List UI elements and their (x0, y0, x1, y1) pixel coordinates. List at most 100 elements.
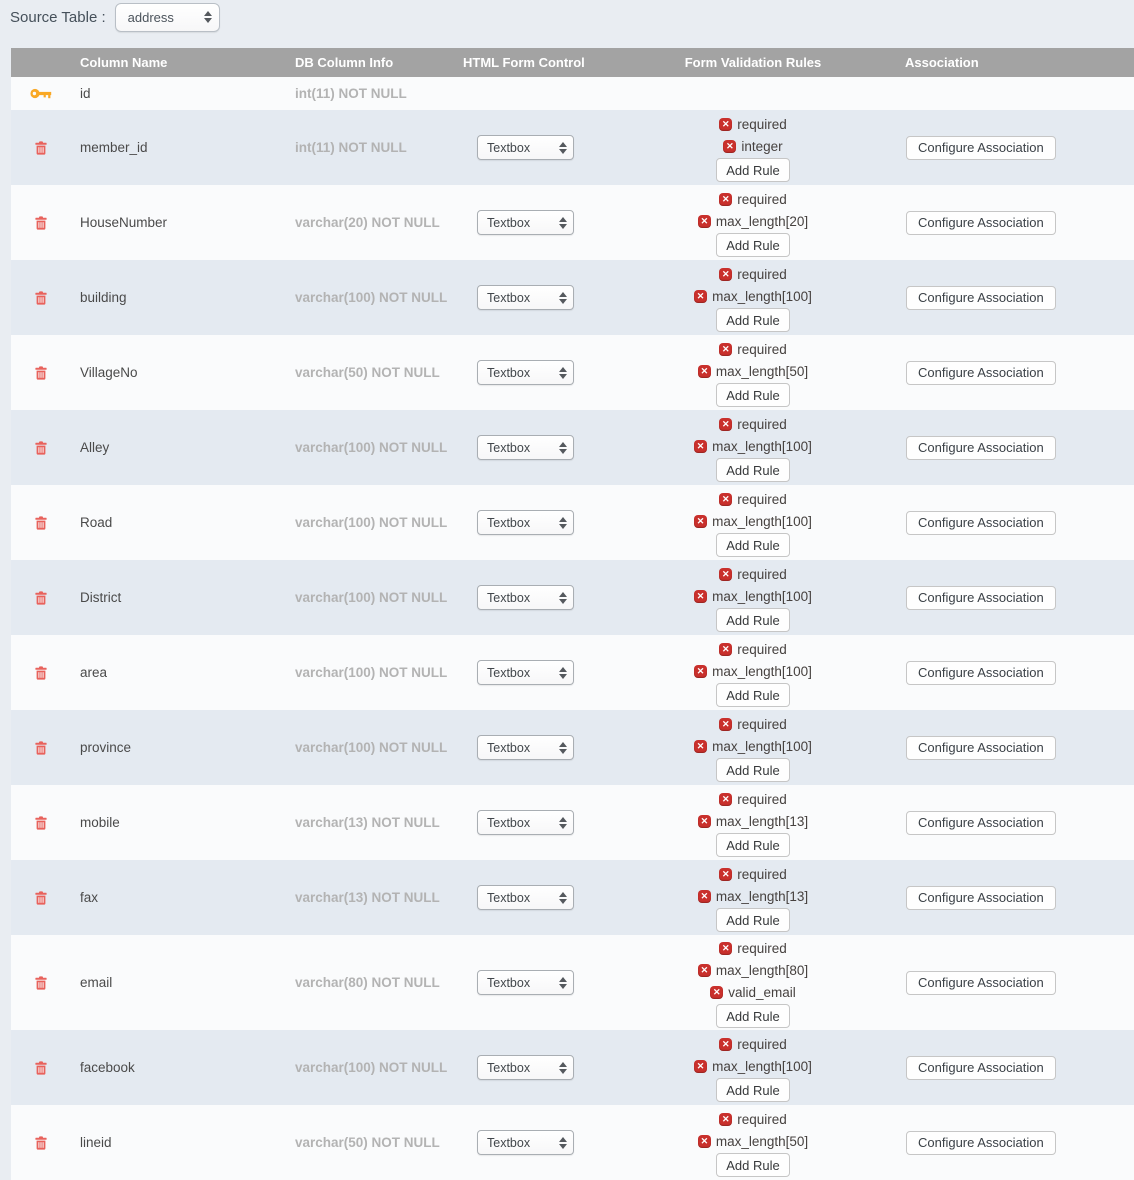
remove-rule-icon[interactable]: ✕ (719, 417, 733, 431)
trash-icon[interactable] (35, 215, 47, 230)
form-control-select[interactable]: Textbox (477, 735, 574, 760)
add-rule-button[interactable]: Add Rule (716, 908, 790, 932)
remove-rule-icon[interactable]: ✕ (719, 342, 733, 356)
add-rule-button[interactable]: Add Rule (716, 233, 790, 257)
remove-rule-icon[interactable]: ✕ (719, 492, 733, 506)
trash-icon[interactable] (35, 975, 47, 990)
configure-association-button[interactable]: Configure Association (906, 435, 1056, 460)
remove-rule-icon[interactable]: ✕ (697, 889, 711, 903)
form-control-select[interactable]: Textbox (477, 970, 574, 995)
remove-rule-icon[interactable]: ✕ (723, 139, 737, 153)
form-control-select[interactable]: Textbox (477, 885, 574, 910)
configure-association-button[interactable]: Configure Association (906, 510, 1056, 535)
trash-icon[interactable] (35, 1060, 47, 1075)
trash-icon[interactable] (35, 665, 47, 680)
validation-rule: ✕ required (719, 788, 787, 810)
add-rule-button[interactable]: Add Rule (716, 158, 790, 182)
validation-rule: ✕ required (719, 488, 787, 510)
form-control-select[interactable]: Textbox (477, 1130, 574, 1155)
form-control-value: Textbox (487, 590, 531, 605)
trash-icon[interactable] (35, 590, 47, 605)
remove-rule-icon[interactable]: ✕ (694, 739, 708, 753)
rule-label: max_length[100] (712, 588, 812, 604)
add-rule-button[interactable]: Add Rule (716, 308, 790, 332)
trash-icon[interactable] (35, 515, 47, 530)
table-row: lineid varchar(50) NOT NULL Textbox ✕ req… (11, 1105, 1134, 1180)
remove-rule-icon[interactable]: ✕ (697, 963, 711, 977)
add-rule-button[interactable]: Add Rule (716, 533, 790, 557)
add-rule-button[interactable]: Add Rule (716, 683, 790, 707)
remove-rule-icon[interactable]: ✕ (694, 589, 708, 603)
validation-rule: ✕ max_length[13] (697, 810, 809, 832)
remove-rule-icon[interactable]: ✕ (719, 567, 733, 581)
form-control-select[interactable]: Textbox (477, 660, 574, 685)
remove-rule-icon[interactable]: ✕ (719, 117, 733, 131)
configure-association-button[interactable]: Configure Association (906, 1055, 1056, 1080)
trash-icon[interactable] (35, 740, 47, 755)
configure-association-button[interactable]: Configure Association (906, 1130, 1056, 1155)
form-control-select[interactable]: Textbox (477, 210, 574, 235)
source-table-select[interactable]: address (114, 2, 220, 32)
remove-rule-icon[interactable]: ✕ (719, 1112, 733, 1126)
configure-association-button[interactable]: Configure Association (906, 660, 1056, 685)
add-rule-button[interactable]: Add Rule (716, 833, 790, 857)
configure-association-button[interactable]: Configure Association (906, 970, 1056, 995)
source-table-label: Source Table : (10, 8, 106, 26)
remove-rule-icon[interactable]: ✕ (719, 192, 733, 206)
trash-icon[interactable] (35, 365, 47, 380)
trash-icon[interactable] (35, 1135, 47, 1150)
form-control-select[interactable]: Textbox (477, 585, 574, 610)
association-cell: Configure Association (875, 885, 1134, 910)
remove-rule-icon[interactable]: ✕ (719, 792, 733, 806)
remove-rule-icon[interactable]: ✕ (697, 364, 711, 378)
configure-association-button[interactable]: Configure Association (906, 735, 1056, 760)
trash-icon[interactable] (35, 440, 47, 455)
configure-association-button[interactable]: Configure Association (906, 360, 1056, 385)
remove-rule-icon[interactable]: ✕ (694, 664, 708, 678)
trash-icon[interactable] (35, 140, 47, 155)
form-control-select[interactable]: Textbox (477, 1055, 574, 1080)
form-control-select[interactable]: Textbox (477, 360, 574, 385)
form-control-value: Textbox (487, 440, 531, 455)
form-control-cell: Textbox (456, 735, 631, 760)
remove-rule-icon[interactable]: ✕ (694, 514, 708, 528)
configure-association-button[interactable]: Configure Association (906, 810, 1056, 835)
add-rule-button[interactable]: Add Rule (716, 383, 790, 407)
remove-rule-icon[interactable]: ✕ (719, 717, 733, 731)
remove-rule-icon[interactable]: ✕ (710, 985, 724, 999)
remove-rule-icon[interactable]: ✕ (694, 439, 708, 453)
add-rule-button[interactable]: Add Rule (716, 758, 790, 782)
add-rule-button[interactable]: Add Rule (716, 458, 790, 482)
configure-association-button[interactable]: Configure Association (906, 135, 1056, 160)
remove-rule-icon[interactable]: ✕ (719, 1037, 733, 1051)
remove-rule-icon[interactable]: ✕ (697, 214, 711, 228)
trash-icon[interactable] (35, 890, 47, 905)
add-rule-button[interactable]: Add Rule (716, 1004, 790, 1028)
remove-rule-icon[interactable]: ✕ (719, 267, 733, 281)
configure-association-button[interactable]: Configure Association (906, 285, 1056, 310)
configure-association-button[interactable]: Configure Association (906, 210, 1056, 235)
form-control-select[interactable]: Textbox (477, 135, 574, 160)
add-rule-button[interactable]: Add Rule (716, 1153, 790, 1177)
trash-icon[interactable] (35, 815, 47, 830)
remove-rule-icon[interactable]: ✕ (719, 867, 733, 881)
remove-rule-icon[interactable]: ✕ (697, 814, 711, 828)
remove-rule-icon[interactable]: ✕ (719, 642, 733, 656)
configure-association-button[interactable]: Configure Association (906, 585, 1056, 610)
form-control-select[interactable]: Textbox (477, 435, 574, 460)
add-rule-button[interactable]: Add Rule (716, 608, 790, 632)
remove-rule-icon[interactable]: ✕ (694, 1059, 708, 1073)
add-rule-button[interactable]: Add Rule (716, 1078, 790, 1102)
trash-icon[interactable] (35, 290, 47, 305)
rule-label: max_length[13] (715, 813, 809, 829)
form-control-select[interactable]: Textbox (477, 285, 574, 310)
configure-association-button[interactable]: Configure Association (906, 885, 1056, 910)
column-name: Road (80, 515, 113, 530)
remove-rule-icon[interactable]: ✕ (719, 941, 733, 955)
remove-rule-icon[interactable]: ✕ (694, 289, 708, 303)
remove-rule-icon[interactable]: ✕ (697, 1134, 711, 1148)
validation-rule: ✕ required (719, 338, 787, 360)
validation-rules-cell: ✕ required ✕ max_length[50] Add Rule (631, 336, 875, 409)
form-control-select[interactable]: Textbox (477, 510, 574, 535)
form-control-select[interactable]: Textbox (477, 810, 574, 835)
